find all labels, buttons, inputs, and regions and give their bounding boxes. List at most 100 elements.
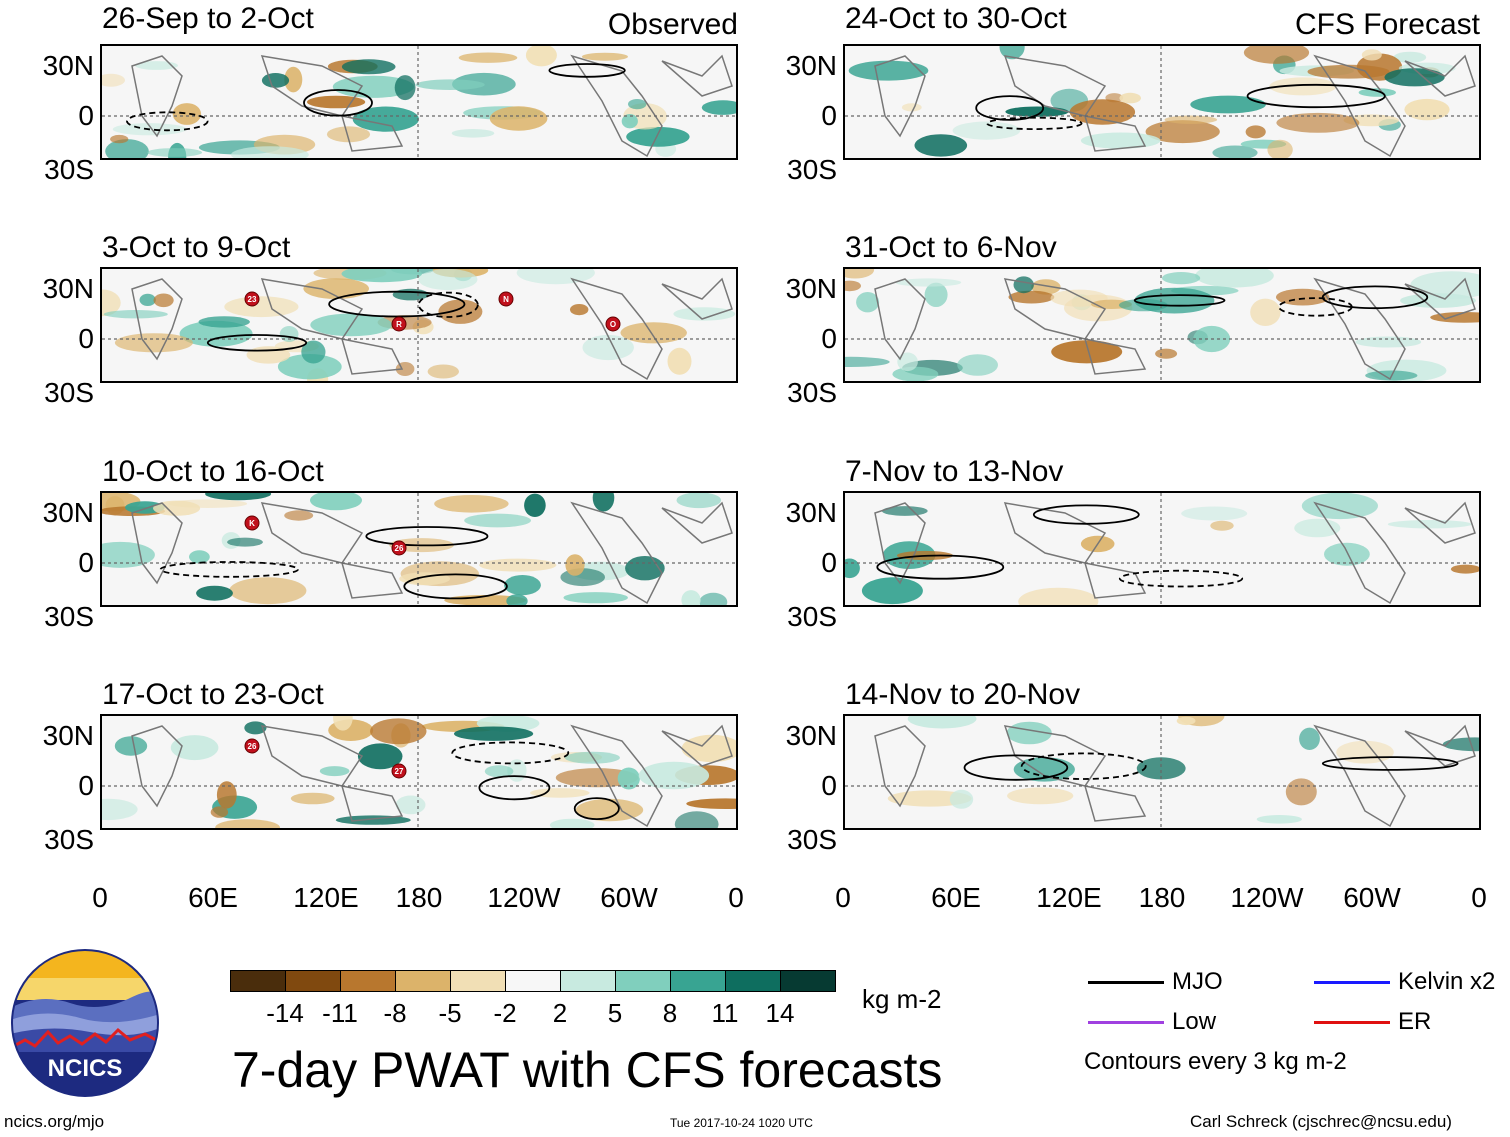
panel-period-title: 24-Oct to 30-Oct	[845, 2, 1067, 35]
mjo-contour	[451, 741, 570, 765]
anomaly-blob	[676, 493, 722, 509]
storm-marker[interactable]: 27	[391, 763, 407, 779]
anomaly-blob	[881, 506, 928, 516]
anomaly-blob	[427, 364, 459, 379]
anomaly-blob	[394, 75, 416, 101]
anomaly-blob	[565, 554, 585, 576]
anomaly-blob	[341, 269, 423, 283]
colorbar-tick-label: -2	[493, 998, 517, 1028]
lat-label: 0	[821, 547, 837, 578]
coastline	[340, 115, 404, 152]
anomaly-blob	[319, 766, 350, 777]
storm-marker[interactable]: N	[498, 291, 514, 307]
anomaly-blob	[1393, 51, 1427, 63]
lon-label: 0	[92, 882, 108, 913]
mjo-contour	[328, 290, 466, 318]
anomaly-blob	[1018, 587, 1099, 605]
mjo-contour	[1246, 83, 1386, 109]
anomaly-blob	[310, 493, 362, 511]
anomaly-blob	[1007, 787, 1074, 805]
anomaly-blob	[924, 282, 948, 307]
anomaly-blob	[1162, 272, 1201, 285]
lat-label: 30N	[42, 273, 94, 304]
legend-label: Low	[1172, 1008, 1217, 1035]
storm-marker[interactable]: K	[244, 515, 260, 531]
anomaly-blob	[681, 734, 736, 763]
map-canvas	[845, 716, 1479, 828]
anomaly-blob	[1195, 269, 1274, 288]
pwat-map: 23 R N O	[100, 267, 738, 383]
anomaly-blob	[172, 103, 202, 125]
mjo-contour	[1118, 569, 1244, 588]
footer-url[interactable]: ncics.org/mjo	[4, 1112, 105, 1131]
anomaly-blob	[1013, 276, 1034, 294]
anomaly-blob	[895, 278, 962, 287]
storm-marker[interactable]: 23	[244, 291, 260, 307]
coastline	[1083, 115, 1147, 152]
anomaly-blob	[575, 798, 644, 822]
coastline	[570, 724, 663, 828]
coastline	[340, 562, 404, 599]
anomaly-blob	[1299, 727, 1320, 750]
anomaly-blob	[1250, 298, 1281, 326]
anomaly-blob	[504, 575, 541, 596]
panel-period-title: 3-Oct to 9-Oct	[102, 231, 291, 264]
legend-line-er	[1314, 1021, 1390, 1024]
anomaly-blob	[479, 558, 557, 572]
anomaly-blob	[231, 146, 309, 158]
anomaly-blob	[845, 558, 860, 579]
anomaly-blob	[1031, 279, 1061, 295]
coastline	[131, 502, 183, 585]
mjo-contour	[1133, 294, 1226, 307]
legend-line-kelvin-x2	[1314, 981, 1390, 984]
colorbar-tick-label: 8	[662, 998, 678, 1028]
coastline	[570, 54, 663, 158]
anomaly-blob	[198, 316, 250, 328]
anomaly-blob	[464, 513, 531, 528]
coastline	[874, 502, 926, 585]
map-canvas: K 26	[102, 493, 736, 605]
anomaly-blob	[1155, 348, 1178, 359]
legend-label: MJO	[1172, 968, 1223, 995]
coastline	[874, 278, 926, 361]
legend-line-mjo	[1088, 981, 1164, 984]
anomaly-blob	[189, 550, 210, 564]
storm-marker[interactable]: R	[391, 316, 407, 332]
coastline	[661, 54, 733, 97]
lat-label: 30S	[44, 154, 94, 185]
anomaly-blob	[957, 354, 998, 376]
storm-marker[interactable]: 26	[391, 540, 407, 556]
storm-marker[interactable]: 26	[244, 738, 260, 754]
anomaly-blob	[370, 718, 427, 745]
anomaly-blob	[1245, 125, 1266, 139]
pwat-map	[843, 44, 1481, 160]
storm-marker[interactable]: O	[605, 316, 621, 332]
anomaly-blob	[848, 60, 929, 81]
colorbar-swatch	[395, 970, 451, 992]
anomaly-blob	[227, 537, 263, 547]
panel-period-title: 14-Nov to 20-Nov	[845, 678, 1081, 711]
anomaly-blob	[301, 340, 326, 364]
anomaly-blob	[1430, 312, 1479, 323]
anomaly-blob	[686, 798, 736, 809]
lon-label: 60W	[600, 882, 658, 913]
coastline	[1404, 501, 1476, 544]
anomaly-blob	[914, 134, 968, 157]
anomaly-blob	[114, 333, 193, 353]
lat-label: 30S	[44, 824, 94, 855]
anomaly-blob	[110, 134, 129, 144]
pwat-map: 26 27	[100, 714, 738, 830]
anomaly-blob	[1145, 120, 1220, 144]
map-canvas	[102, 46, 736, 158]
anomaly-blob	[261, 73, 290, 88]
anomaly-blob	[897, 352, 918, 372]
mjo-contour	[1321, 285, 1429, 310]
anomaly-blob	[673, 307, 736, 321]
mjo-contour	[478, 775, 551, 801]
coastline	[1313, 501, 1406, 605]
anomaly-blob	[307, 95, 366, 109]
contour-note: Contours every 3 kg m-2	[1084, 1048, 1347, 1075]
colorbar-tick-label: 14	[765, 998, 795, 1028]
anomaly-blob	[1384, 68, 1445, 87]
anomaly-blob	[1336, 740, 1394, 764]
